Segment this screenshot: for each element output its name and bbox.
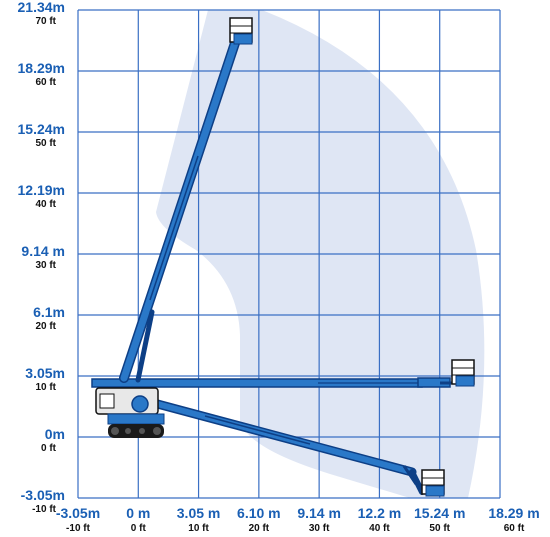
boom-below-grade <box>130 393 425 495</box>
x-tick-label-m: 9.14 m <box>297 505 341 521</box>
y-tick-label-ft: 50 ft <box>35 138 56 149</box>
y-tick-label-m: 3.05m <box>25 365 65 381</box>
x-tick-label-m: 0 m <box>126 505 150 521</box>
x-tick-label-ft: 40 ft <box>369 523 390 534</box>
y-tick-label-m: 9.14 m <box>21 243 65 259</box>
x-tick-label-m: -3.05m <box>56 505 100 521</box>
x-tick-label-ft: 10 ft <box>188 523 209 534</box>
grid <box>77 9 501 499</box>
x-tick-label-ft: 30 ft <box>309 523 330 534</box>
y-tick-label-m: -3.05m <box>21 487 65 503</box>
x-tick-label-ft: 50 ft <box>429 523 450 534</box>
boom-horizontal <box>91 377 458 388</box>
y-tick-label-ft: -10 ft <box>32 504 57 515</box>
y-tick-label-ft: 40 ft <box>35 199 56 210</box>
x-tick-label-m: 15.24 m <box>414 505 465 521</box>
y-tick-label-ft: 30 ft <box>35 260 56 271</box>
x-tick-label-ft: 20 ft <box>249 523 270 534</box>
y-tick-label-ft: 60 ft <box>35 77 56 88</box>
y-tick-label-m: 6.1m <box>33 304 65 320</box>
x-tick-label-ft: -10 ft <box>66 523 91 534</box>
y-tick-label-ft: 70 ft <box>35 16 56 27</box>
y-tick-label-m: 21.34m <box>18 0 65 15</box>
x-tick-label-m: 3.05 m <box>177 505 221 521</box>
x-tick-label-ft: 0 ft <box>131 523 147 534</box>
x-tick-label-ft: 60 ft <box>504 523 525 534</box>
x-tick-label-m: 12.2 m <box>358 505 402 521</box>
work-platform-basket-icon <box>229 17 253 45</box>
y-tick-label-m: 15.24m <box>18 121 65 137</box>
boom-lift-machine-icon <box>95 387 165 438</box>
y-tick-label-m: 12.19m <box>18 182 65 198</box>
work-platform-basket-icon <box>421 469 445 497</box>
x-axis-labels: -3.05m -10 ft 0 m 0 ft 3.05 m 10 ft 6.10 m 20 f… <box>56 505 540 534</box>
work-platform-basket-icon <box>451 359 475 387</box>
x-tick-label-m: 18.29 m <box>488 505 539 521</box>
y-tick-label-ft: 20 ft <box>35 321 56 332</box>
y-tick-label-ft: 10 ft <box>35 382 56 393</box>
y-tick-label-m: 18.29m <box>18 60 65 76</box>
y-tick-label-m: 0m <box>45 426 65 442</box>
x-tick-label-m: 6.10 m <box>237 505 281 521</box>
y-tick-label-ft: 0 ft <box>41 443 57 454</box>
